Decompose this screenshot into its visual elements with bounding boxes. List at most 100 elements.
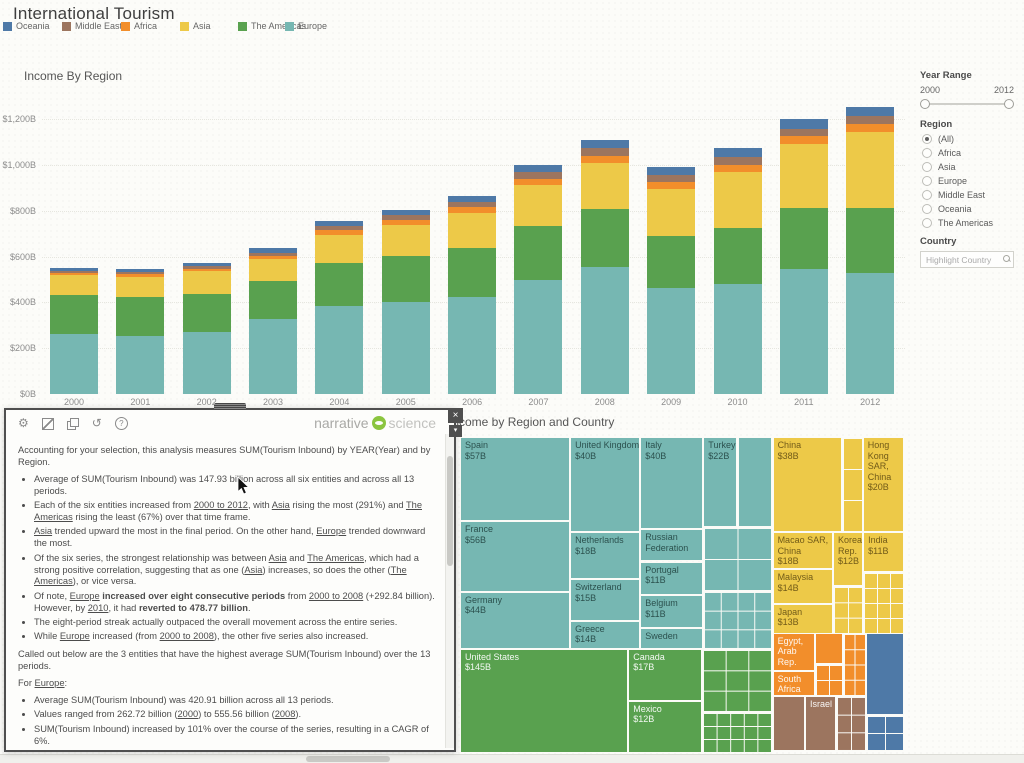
bar-segment-2000-asia[interactable] bbox=[50, 275, 98, 295]
treemap-cell-egypt-arab-rep-[interactable]: Egypt, Arab Rep. bbox=[772, 632, 815, 671]
country-search-box[interactable] bbox=[920, 251, 1014, 268]
refresh-icon[interactable]: ↺ bbox=[91, 416, 102, 430]
bar-segment-2012-europe[interactable] bbox=[846, 272, 895, 394]
close-icon[interactable]: × bbox=[448, 408, 463, 423]
bar-segment-2011-the-americas[interactable] bbox=[779, 207, 828, 269]
bar-segment-2000-africa[interactable] bbox=[50, 273, 98, 276]
bar-segment-2006-asia[interactable] bbox=[448, 213, 497, 248]
bar-segment-2003-oceania[interactable] bbox=[249, 248, 298, 253]
bar-segment-2012-oceania[interactable] bbox=[846, 106, 895, 117]
bar-segment-2006-europe[interactable] bbox=[448, 296, 497, 394]
bar-segment-2010-oceania[interactable] bbox=[713, 147, 762, 157]
treemap-cell-united-states[interactable]: United States $145B bbox=[460, 648, 629, 753]
bar-segment-2000-europe[interactable] bbox=[50, 333, 98, 394]
popup-drag-handle[interactable] bbox=[214, 403, 246, 410]
treemap-cell-germany[interactable]: Germany $44B bbox=[460, 591, 571, 649]
bar-segment-2008-middle-east[interactable] bbox=[580, 148, 629, 156]
bar-segment-2004-oceania[interactable] bbox=[315, 221, 364, 227]
bar-segment-2009-africa[interactable] bbox=[647, 182, 696, 189]
treemap-cell-hong-kong-sar-china[interactable]: Hong Kong SAR, China $20B bbox=[862, 437, 904, 533]
treemap-cell-india[interactable]: India $11B bbox=[863, 532, 904, 573]
treemap-cell-israel[interactable]: Israel bbox=[804, 696, 837, 752]
bar-segment-2011-middle-east[interactable] bbox=[779, 128, 828, 137]
bar-segment-2011-europe[interactable] bbox=[779, 268, 828, 394]
bar-segment-2006-africa[interactable] bbox=[448, 207, 497, 214]
treemap-cell-china[interactable]: China $38B bbox=[772, 437, 842, 533]
legend-item-the-americas[interactable]: The Americas bbox=[238, 21, 306, 31]
radio-icon[interactable] bbox=[922, 176, 932, 186]
popup-scrollbar[interactable] bbox=[445, 434, 454, 748]
bar-segment-2006-oceania[interactable] bbox=[448, 196, 497, 203]
collapse-caret-icon[interactable]: ▾ bbox=[449, 425, 462, 437]
treemap-cell-russian-federation[interactable]: Russian Federation bbox=[640, 529, 704, 562]
bar-segment-2001-the-americas[interactable] bbox=[116, 297, 165, 336]
treemap-cell[interactable] bbox=[842, 632, 866, 697]
bar-segment-2005-africa[interactable] bbox=[381, 220, 430, 225]
bar-segment-2007-the-americas[interactable] bbox=[514, 225, 563, 281]
bar-segment-2001-europe[interactable] bbox=[116, 335, 165, 394]
bar-segment-2000-oceania[interactable] bbox=[50, 267, 98, 271]
bar-segment-2007-europe[interactable] bbox=[514, 280, 563, 394]
bar-segment-2008-africa[interactable] bbox=[580, 155, 629, 163]
treemap-cell[interactable] bbox=[772, 696, 805, 752]
bar-segment-2011-asia[interactable] bbox=[779, 143, 828, 208]
bar-segment-2012-the-americas[interactable] bbox=[846, 208, 895, 273]
bar-segment-2005-europe[interactable] bbox=[381, 301, 430, 394]
bar-segment-2008-the-americas[interactable] bbox=[580, 208, 629, 267]
copy-icon[interactable] bbox=[66, 417, 79, 430]
legend-item-africa[interactable]: Africa bbox=[121, 21, 157, 31]
bar-segment-2001-middle-east[interactable] bbox=[116, 272, 165, 275]
bar-segment-2004-asia[interactable] bbox=[315, 234, 364, 263]
radio-icon[interactable] bbox=[922, 134, 932, 144]
legend-item-europe[interactable]: Europe bbox=[285, 21, 327, 31]
horizontal-scrollbar[interactable] bbox=[0, 754, 1024, 763]
bar-segment-2012-middle-east[interactable] bbox=[846, 116, 895, 125]
treemap-cell-italy[interactable]: Italy $40B bbox=[640, 437, 704, 530]
radio-icon[interactable] bbox=[922, 148, 932, 158]
bar-segment-2006-middle-east[interactable] bbox=[448, 202, 497, 208]
bar-segment-2009-middle-east[interactable] bbox=[647, 174, 696, 183]
treemap-cell[interactable] bbox=[703, 590, 772, 649]
treemap-cell-macao-sar-china[interactable]: Macao SAR, China $18B bbox=[772, 532, 833, 570]
region-option-the-americas[interactable]: The Americas bbox=[922, 218, 1018, 228]
popup-scrollbar-thumb[interactable] bbox=[447, 456, 453, 566]
bar-segment-2007-africa[interactable] bbox=[514, 178, 563, 185]
horizontal-scrollbar-thumb[interactable] bbox=[306, 756, 390, 762]
bar-segment-2009-oceania[interactable] bbox=[647, 167, 696, 175]
region-option-asia[interactable]: Asia bbox=[922, 162, 1018, 172]
slider-handle-right[interactable] bbox=[1004, 99, 1014, 109]
bar-segment-2009-the-americas[interactable] bbox=[647, 235, 696, 289]
bar-segment-2003-africa[interactable] bbox=[249, 255, 298, 260]
bar-segment-2011-oceania[interactable] bbox=[779, 118, 828, 129]
treemap-cell-greece[interactable]: Greece $14B bbox=[570, 620, 641, 649]
treemap-cell-malaysia[interactable]: Malaysia $14B bbox=[772, 569, 833, 604]
radio-icon[interactable] bbox=[922, 190, 932, 200]
bar-segment-2009-asia[interactable] bbox=[647, 188, 696, 236]
treemap-cell-turkey[interactable]: Turkey $22B bbox=[703, 437, 738, 528]
treemap-cell[interactable] bbox=[836, 696, 866, 752]
bar-segment-2010-europe[interactable] bbox=[713, 284, 762, 394]
treemap-cell-sweden[interactable]: Sweden bbox=[640, 628, 704, 649]
bar-segment-2009-europe[interactable] bbox=[647, 288, 696, 394]
treemap-cell-portugal[interactable]: Portugal $11B bbox=[640, 561, 704, 596]
bar-segment-2004-africa[interactable] bbox=[315, 230, 364, 235]
bar-segment-2012-asia[interactable] bbox=[846, 131, 895, 209]
treemap-cell-france[interactable]: France $56B bbox=[460, 521, 571, 592]
bar-segment-2010-asia[interactable] bbox=[713, 171, 762, 228]
help-icon[interactable]: ? bbox=[114, 417, 128, 430]
bar-segment-2001-oceania[interactable] bbox=[116, 268, 165, 273]
bar-segment-2010-africa[interactable] bbox=[713, 164, 762, 172]
bar-segment-2002-oceania[interactable] bbox=[182, 262, 231, 267]
bar-segment-2008-oceania[interactable] bbox=[580, 140, 629, 149]
treemap-cell[interactable] bbox=[863, 572, 904, 634]
treemap-cell[interactable] bbox=[737, 437, 772, 528]
bar-segment-2005-oceania[interactable] bbox=[381, 209, 430, 216]
bar-segment-2011-africa[interactable] bbox=[779, 136, 828, 144]
treemap-cell-switzerland[interactable]: Switzerland $15B bbox=[570, 579, 641, 621]
bar-segment-2007-middle-east[interactable] bbox=[514, 172, 563, 179]
bar-segment-2003-asia[interactable] bbox=[249, 259, 298, 281]
bar-segment-2004-europe[interactable] bbox=[315, 306, 364, 394]
treemap-cell[interactable] bbox=[702, 648, 772, 712]
treemap-cell[interactable] bbox=[702, 711, 772, 753]
bar-segment-2005-the-americas[interactable] bbox=[381, 255, 430, 302]
